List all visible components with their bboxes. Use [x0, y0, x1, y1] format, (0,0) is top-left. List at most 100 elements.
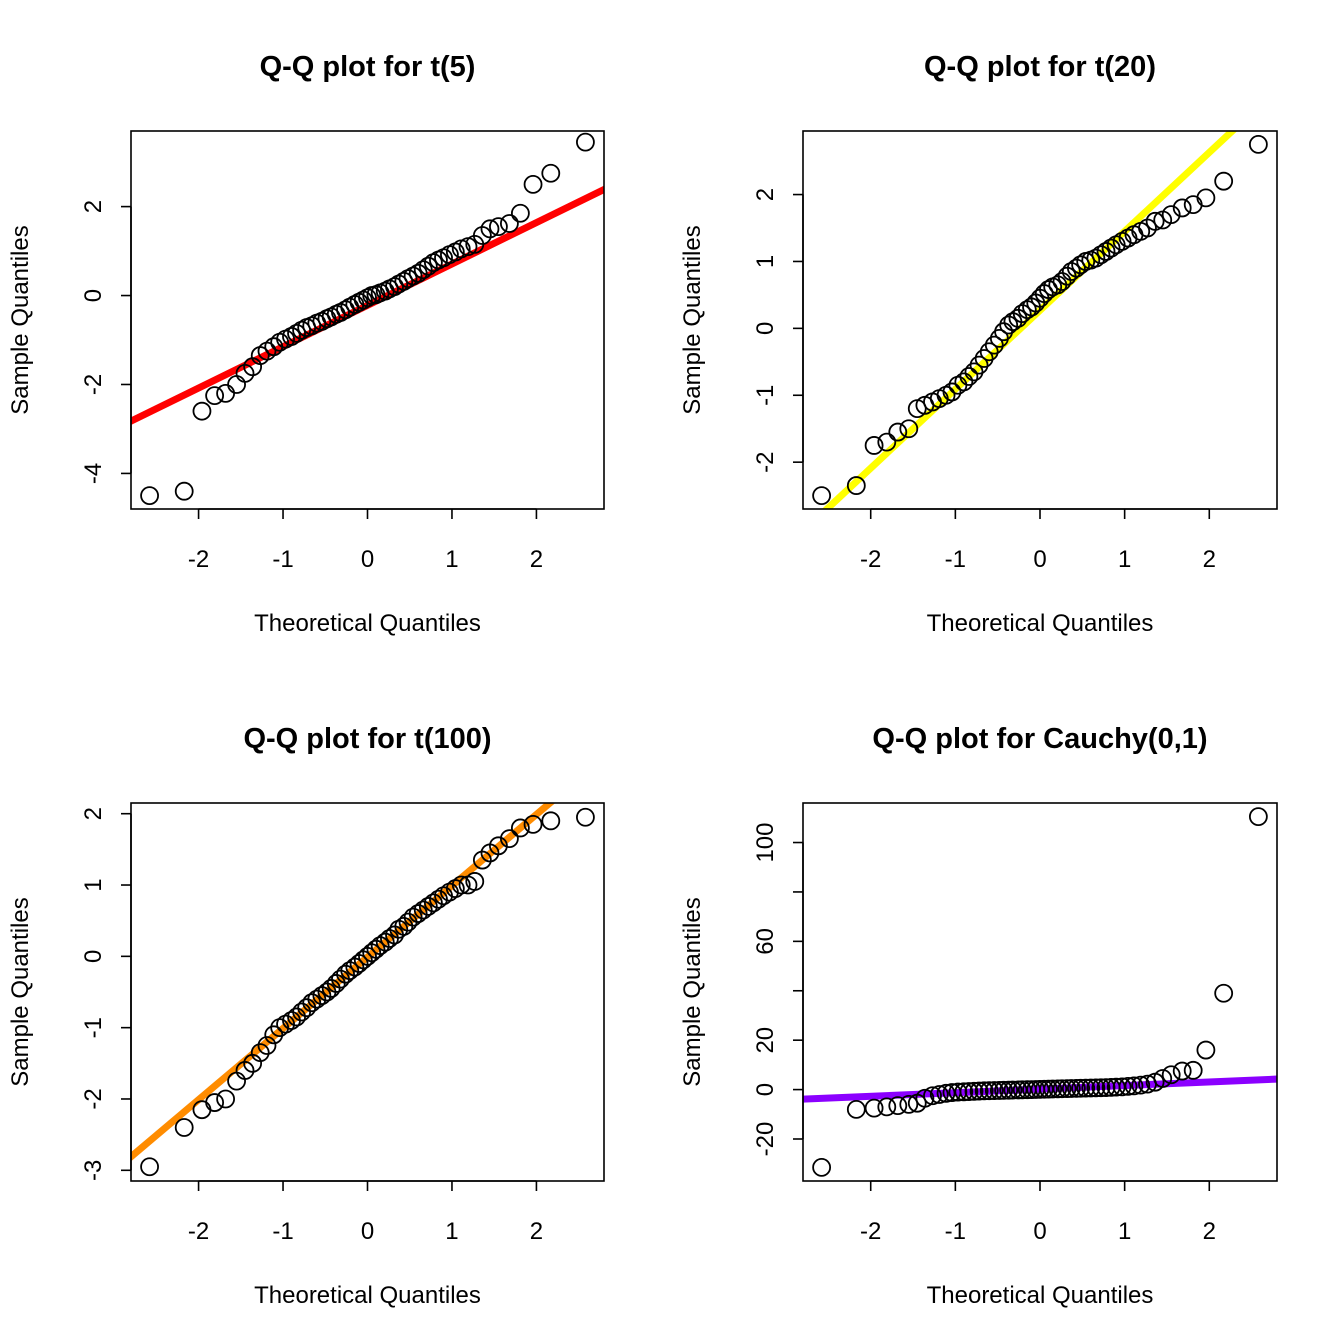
data-point [899, 1095, 919, 1114]
x-axis-title: Theoretical Quantiles [254, 610, 481, 637]
x-tick-label: 0 [361, 546, 374, 573]
data-point [877, 432, 897, 452]
data-point [205, 1093, 225, 1112]
data-point [1101, 238, 1121, 258]
data-point [216, 383, 236, 403]
data-point [877, 1097, 897, 1117]
data-point [1039, 280, 1058, 299]
x-tick-label: -1 [945, 546, 966, 573]
data-point [812, 486, 832, 506]
data-point [1214, 983, 1234, 1003]
data-point [523, 174, 543, 194]
data-point [576, 132, 595, 152]
data-point [1196, 188, 1216, 208]
data-point [969, 1081, 989, 1101]
y-tick-label: 0 [752, 1083, 779, 1096]
data-point [1124, 1076, 1144, 1096]
y-tick-label: 0 [80, 950, 107, 963]
data-point [846, 476, 866, 495]
data-point [429, 889, 448, 909]
x-tick-label: 2 [1203, 546, 1216, 573]
data-point [1153, 1069, 1173, 1088]
data-point [1091, 1078, 1111, 1098]
y-tick-label: -3 [80, 1160, 107, 1181]
data-point [1052, 1079, 1072, 1099]
data-point [1248, 134, 1268, 154]
data-point [499, 214, 519, 233]
data-point [994, 1080, 1014, 1100]
plot-frame [802, 802, 1278, 1182]
data-point [287, 323, 306, 343]
x-tick-label: -2 [860, 546, 881, 573]
data-point [510, 203, 530, 223]
data-point [140, 486, 159, 506]
data-point [959, 367, 979, 386]
data-point [1071, 1078, 1091, 1098]
x-tick-label: -2 [188, 1218, 209, 1245]
data-point [812, 1158, 832, 1177]
y-tick-label: 20 [752, 1027, 779, 1054]
data-point [489, 217, 508, 237]
data-point [292, 1002, 312, 1022]
y-tick-label: -2 [752, 451, 779, 472]
data-point [541, 811, 561, 831]
data-point [1076, 1078, 1096, 1098]
data-point [915, 1088, 935, 1108]
data-point [1183, 1060, 1203, 1080]
x-tick-label: 0 [1033, 1218, 1046, 1245]
data-point [979, 1081, 999, 1101]
y-axis-title: Sample Quantiles [679, 897, 706, 1086]
chart-title: Q-Q plot for Cauchy(0,1) [872, 723, 1207, 755]
data-point [964, 1081, 984, 1101]
data-point [576, 807, 595, 827]
data-point [959, 1082, 979, 1101]
y-tick-label: 2 [752, 188, 779, 201]
x-tick-label: 2 [530, 546, 543, 573]
data-point [1061, 1079, 1081, 1098]
data-point [408, 904, 428, 923]
data-point [423, 893, 443, 913]
plot-frame [130, 130, 605, 510]
data-point [1145, 211, 1165, 231]
chart-title: Q-Q plot for t(5) [260, 51, 476, 83]
data-point [969, 355, 989, 375]
data-point [1012, 304, 1032, 324]
data-point [418, 256, 438, 276]
data-point [964, 362, 984, 382]
y-axis-title: Sample Quantiles [679, 225, 706, 414]
x-axis-title: Theoretical Quantiles [927, 610, 1154, 637]
data-point [510, 818, 530, 838]
data-point [418, 897, 438, 916]
y-tick-label: 0 [80, 289, 107, 302]
data-point [1081, 1078, 1101, 1098]
qq-panel-t5: Q-Q plot for t(5) Theoretical Quantiles Sa… [7, 51, 605, 637]
data-point [307, 989, 327, 1009]
data-point [1091, 245, 1111, 265]
x-tick-label: -1 [945, 1218, 966, 1245]
data-point [227, 1071, 246, 1091]
data-point [282, 327, 301, 346]
data-point [1043, 1079, 1063, 1099]
data-point [1096, 242, 1116, 261]
data-point [1066, 258, 1086, 278]
data-point [413, 900, 433, 920]
chart-title: Q-Q plot for t(100) [243, 723, 491, 755]
y-tick-label: 1 [752, 255, 779, 268]
y-tick-label: 1 [80, 878, 107, 891]
data-point [394, 271, 414, 291]
qq-panel-cauchy: Q-Q plot for Cauchy(0,1) Theoretical Quan… [679, 723, 1278, 1309]
data-point [984, 335, 1004, 355]
x-axis-title: Theoretical Quantiles [927, 1282, 1154, 1309]
y-tick-label: -1 [752, 385, 779, 406]
data-point [408, 263, 428, 283]
data-point [1183, 195, 1203, 214]
data-point [465, 872, 485, 891]
data-point [227, 375, 246, 394]
data-point [1161, 205, 1181, 225]
data-point [929, 1085, 949, 1104]
x-axis-title: Theoretical Quantiles [254, 1282, 481, 1309]
data-point [942, 382, 962, 402]
data-point [846, 1099, 866, 1119]
data-point [1172, 198, 1192, 218]
